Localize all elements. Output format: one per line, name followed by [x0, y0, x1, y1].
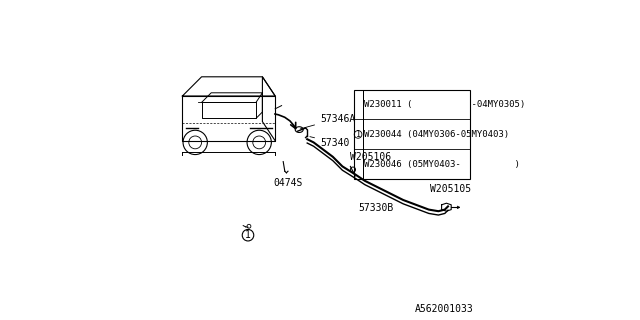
Text: 0474S: 0474S: [274, 178, 303, 188]
Text: W230011 (           -04MY0305): W230011 ( -04MY0305): [364, 100, 525, 109]
Text: 1: 1: [356, 130, 360, 139]
Bar: [354, 90, 470, 179]
Text: W230044 (04MY0306-05MY0403): W230044 (04MY0306-05MY0403): [364, 130, 509, 139]
Text: 57346A: 57346A: [300, 114, 355, 129]
Text: W230046 (05MY0403-          ): W230046 (05MY0403- ): [364, 160, 520, 169]
Text: W205106: W205106: [351, 152, 392, 162]
Text: 57330B: 57330B: [358, 203, 394, 213]
Text: A562001033: A562001033: [415, 304, 474, 314]
Text: W205105: W205105: [430, 184, 472, 194]
Text: 1: 1: [245, 230, 251, 240]
Text: 57340: 57340: [310, 137, 349, 148]
